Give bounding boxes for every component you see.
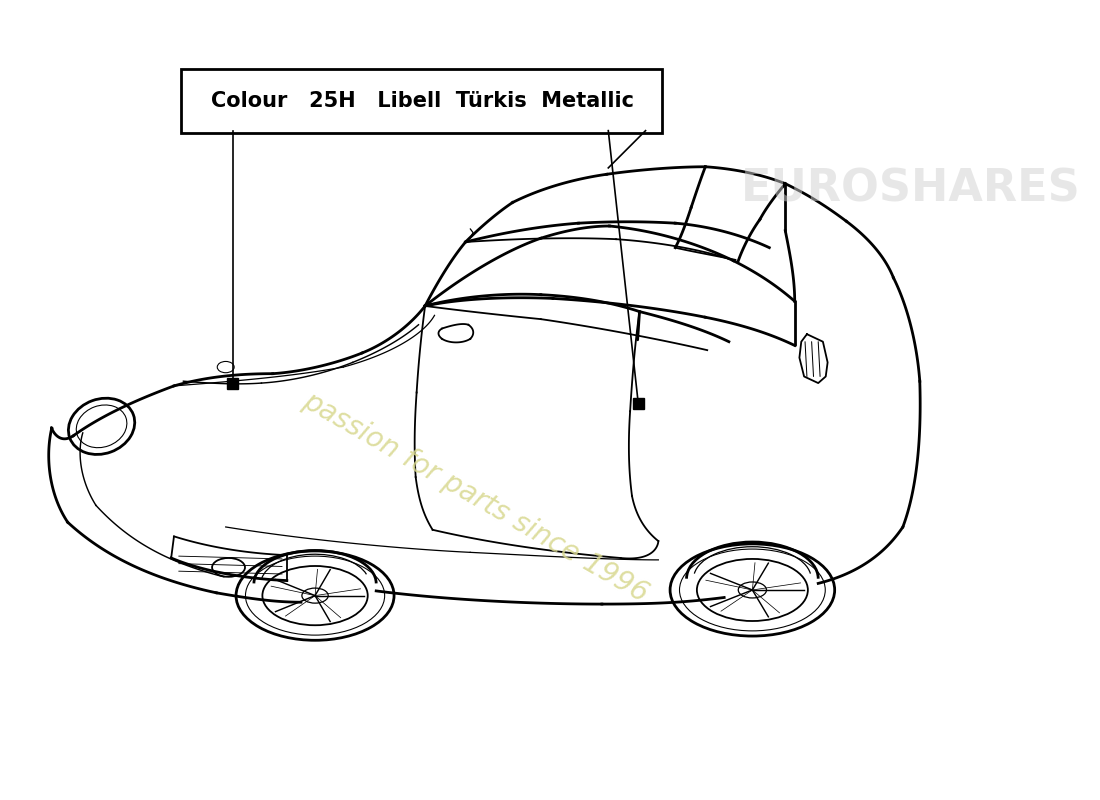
Ellipse shape [738, 582, 767, 598]
Bar [632, 398, 644, 410]
Ellipse shape [301, 588, 328, 603]
Bar [227, 378, 239, 389]
Text: passion for parts since 1996: passion for parts since 1996 [298, 387, 653, 608]
Text: Colour   25H   Libell  Türkis  Metallic: Colour 25H Libell Türkis Metallic [210, 91, 634, 111]
Text: EUROSHARES: EUROSHARES [740, 168, 1080, 211]
Bar [182, 69, 662, 133]
